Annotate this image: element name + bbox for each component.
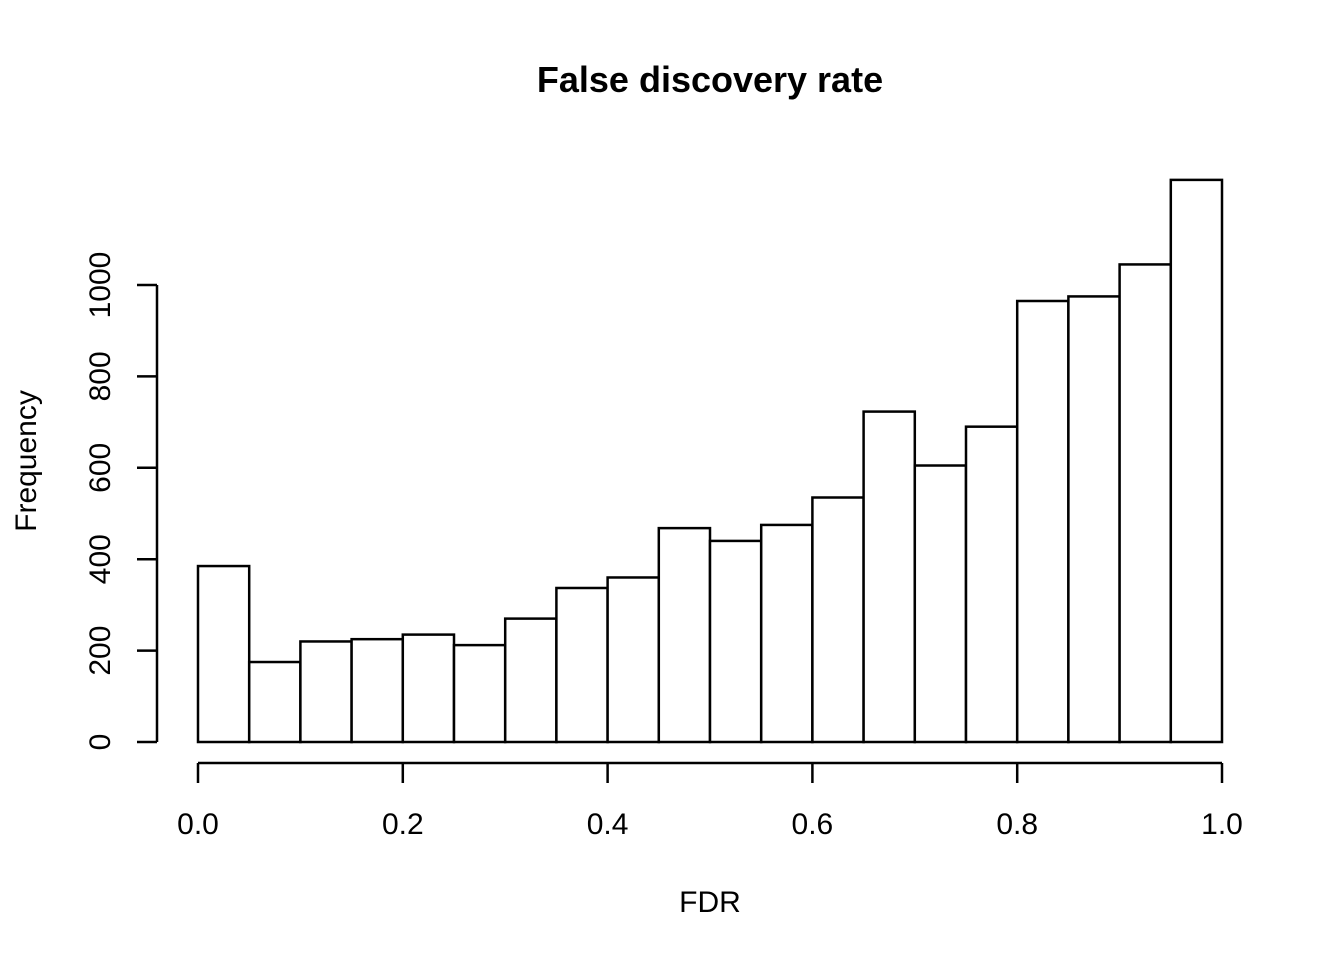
y-tick-label: 600 bbox=[84, 443, 117, 493]
y-tick-label: 1000 bbox=[84, 252, 117, 319]
histogram-bar bbox=[503, 617, 558, 744]
y-axis-label: Frequency bbox=[10, 390, 43, 532]
chart-title: False discovery rate bbox=[537, 59, 883, 100]
x-axis-label: FDR bbox=[679, 886, 741, 919]
x-tick-label: 0.4 bbox=[587, 808, 629, 841]
x-tick-label: 0.0 bbox=[177, 808, 219, 841]
histogram-bar bbox=[811, 496, 865, 744]
y-tick-label: 200 bbox=[84, 626, 117, 676]
x-tick-label: 0.8 bbox=[996, 808, 1038, 841]
x-axis: 0.0 0.2 0.4 0.6 0.8 1.0 bbox=[177, 761, 1243, 841]
histogram-bar bbox=[1118, 263, 1173, 744]
histogram-bar bbox=[759, 523, 814, 744]
y-tick-label: 800 bbox=[84, 351, 117, 401]
histogram-bar bbox=[299, 640, 353, 744]
histogram-bar bbox=[452, 643, 507, 744]
x-tick-label: 0.6 bbox=[792, 808, 834, 841]
histogram-bar bbox=[196, 564, 251, 744]
histogram-bar bbox=[862, 410, 917, 744]
histogram-bar bbox=[1169, 178, 1224, 744]
histogram-bar bbox=[401, 633, 456, 744]
x-tick-label: 0.2 bbox=[382, 808, 424, 841]
histogram-bar bbox=[708, 539, 763, 744]
histogram-bar bbox=[606, 576, 661, 744]
y-tick-label: 0 bbox=[84, 734, 117, 751]
bars-group bbox=[196, 178, 1224, 744]
histogram-bar bbox=[1015, 299, 1070, 744]
histogram-bar bbox=[350, 637, 405, 744]
x-tick-label: 1.0 bbox=[1201, 808, 1243, 841]
y-axis: 0 200 400 600 800 1000 bbox=[84, 252, 159, 751]
histogram-bar bbox=[913, 464, 968, 744]
histogram-bar bbox=[247, 660, 302, 744]
histogram-bar bbox=[555, 586, 609, 744]
histogram-bar bbox=[964, 425, 1019, 744]
histogram-bar bbox=[657, 526, 712, 744]
histogram-bar bbox=[1067, 295, 1121, 744]
y-tick-label: 400 bbox=[84, 534, 117, 584]
